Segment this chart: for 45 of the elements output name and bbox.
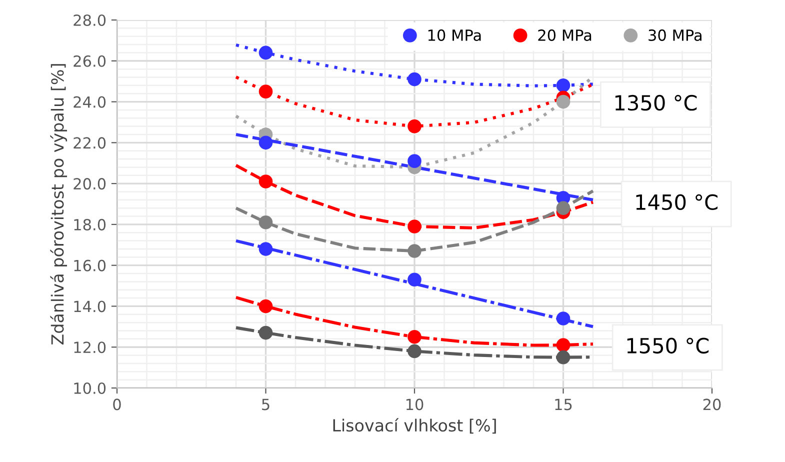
point xyxy=(408,330,422,344)
point xyxy=(408,344,422,358)
point xyxy=(408,244,422,258)
point xyxy=(258,299,273,314)
y-tick-label: 16.0 xyxy=(74,260,106,272)
point xyxy=(258,136,273,150)
x-tick-label: 15 xyxy=(555,398,572,410)
y-tick-label: 24.0 xyxy=(74,96,106,108)
y-tick-label: 28.0 xyxy=(74,14,106,26)
point xyxy=(258,215,273,230)
point xyxy=(408,272,422,287)
point xyxy=(556,350,570,364)
point xyxy=(556,78,570,92)
point xyxy=(408,220,422,234)
point xyxy=(258,326,273,340)
y-tick-label: 20.0 xyxy=(74,178,106,190)
point xyxy=(258,174,273,188)
point xyxy=(556,312,570,326)
x-tick-label: 10 xyxy=(406,398,424,410)
y-tick-label: 18.0 xyxy=(74,218,106,230)
x-tick-label: 5 xyxy=(262,398,270,410)
y-tick-label: 10.0 xyxy=(74,382,106,394)
point xyxy=(556,201,570,215)
legend-label: 10 MPa xyxy=(428,29,481,41)
point xyxy=(556,94,570,109)
annotation: 1350 °C xyxy=(615,94,697,111)
y-tick-label: 26.0 xyxy=(74,55,106,67)
annotation: 1450 °C xyxy=(636,194,718,210)
x-axis-title: Lisovací vlhkost [%] xyxy=(333,418,496,434)
x-tick-label: 20 xyxy=(703,398,721,410)
y-axis-title: Zdánlivá pórovitost po výpalu [%] xyxy=(50,64,68,345)
point xyxy=(408,119,422,134)
y-tick-label: 14.0 xyxy=(74,300,106,312)
y-tick-label: 12.0 xyxy=(74,342,106,354)
x-tick-label: 0 xyxy=(113,398,121,410)
point xyxy=(408,154,422,168)
point xyxy=(258,242,273,256)
legend-label: 30 MPa xyxy=(648,29,702,41)
annotation: 1550 °C xyxy=(627,338,709,354)
point xyxy=(258,46,273,60)
y-tick-label: 22.0 xyxy=(74,137,106,149)
point xyxy=(258,84,273,98)
point xyxy=(556,338,570,352)
point xyxy=(408,72,422,86)
legend-label: 20 MPa xyxy=(538,29,592,41)
